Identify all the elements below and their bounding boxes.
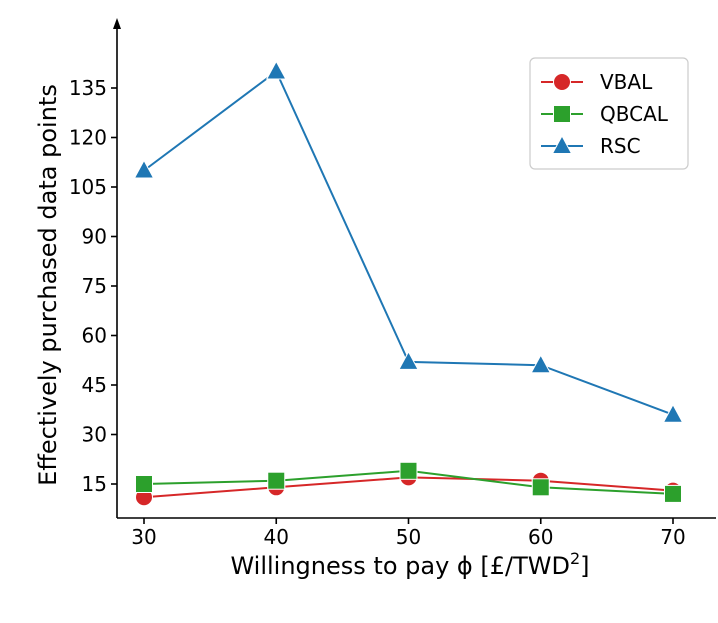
data-point-qbcal — [135, 475, 153, 493]
y-axis-title: Effectively purchased data points — [34, 84, 62, 486]
series-rsc — [133, 60, 684, 423]
data-point-rsc — [265, 60, 287, 80]
x-tick-label: 60 — [528, 525, 553, 549]
x-axis-title-main: Willingness to pay ϕ [£/TWD — [230, 552, 569, 580]
x-ticks: 30 40 50 60 70 — [131, 518, 686, 549]
y-tick-label: 75 — [82, 274, 107, 298]
y-tick-label: 105 — [69, 175, 107, 199]
y-tick-label: 135 — [69, 76, 107, 100]
data-point-qbcal — [267, 471, 286, 490]
data-point-rsc — [530, 354, 552, 374]
data-point-qbcal — [531, 478, 550, 497]
legend: VBAL QBCAL RSC — [529, 57, 689, 170]
y-tick-label: 90 — [82, 225, 107, 249]
legend-label-rsc: RSC — [600, 134, 641, 158]
data-point-rsc — [133, 159, 155, 179]
x-axis-title-superscript: 2 — [570, 549, 580, 568]
y-tick-label: 30 — [82, 423, 107, 447]
series-layer — [133, 60, 684, 507]
series-qbcal — [135, 461, 682, 503]
legend-marker-qbcal — [553, 105, 571, 123]
x-tick-label: 70 — [660, 525, 685, 549]
legend-marker-rsc — [551, 134, 573, 154]
x-axis-title: Willingness to pay ϕ [£/TWD2] — [230, 549, 589, 580]
legend-label-qbcal: QBCAL — [600, 102, 669, 126]
x-tick-label: 30 — [131, 525, 156, 549]
legend-marker-vbal — [553, 73, 571, 91]
axes — [113, 18, 716, 519]
data-point-rsc — [662, 403, 684, 423]
y-tick-label: 45 — [82, 373, 107, 397]
x-tick-label: 50 — [396, 525, 421, 549]
data-point-qbcal — [664, 484, 682, 503]
x-axis-title-end: ] — [580, 552, 589, 580]
y-tick-label: 15 — [82, 472, 107, 496]
y-tick-label: 60 — [82, 324, 107, 348]
y-ticks: 15 30 45 60 75 90 105 120 135 — [69, 76, 117, 496]
y-axis-arrow — [113, 18, 121, 29]
x-tick-label: 40 — [264, 525, 289, 549]
y-tick-label: 120 — [69, 126, 107, 150]
data-point-qbcal — [399, 461, 418, 480]
data-point-rsc — [398, 350, 419, 370]
legend-label-vbal: VBAL — [600, 70, 653, 94]
